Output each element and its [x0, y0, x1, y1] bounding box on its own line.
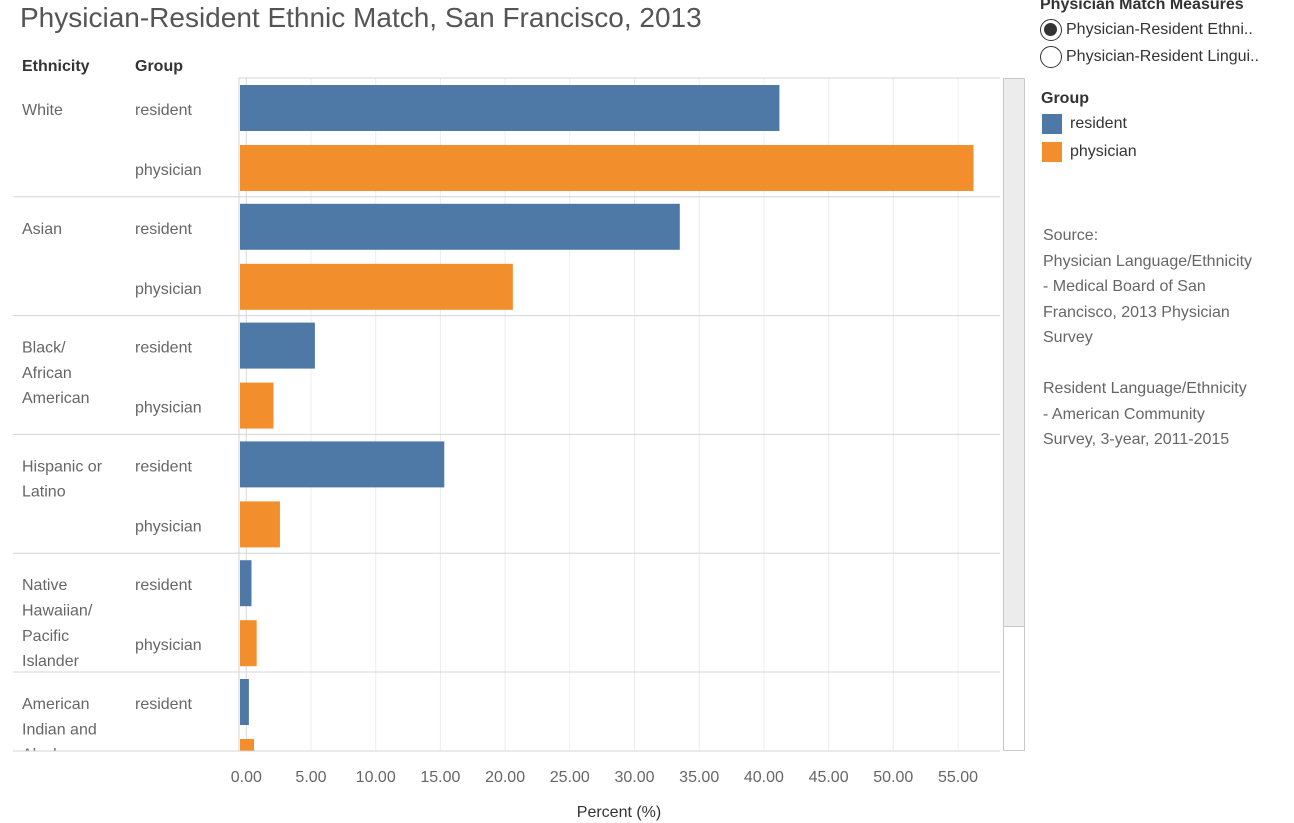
vertical-scrollbar[interactable]: [1003, 78, 1025, 751]
bar-resident: [240, 679, 249, 725]
ethnicity-label: American: [22, 390, 90, 407]
source-line: - Medical Board of San: [1043, 278, 1206, 295]
group-label: resident: [135, 577, 192, 594]
x-tick-label: 40.00: [744, 769, 784, 786]
ethnicity-label: Hawaiian/: [22, 603, 93, 620]
source-line: - American Community: [1043, 405, 1205, 423]
bar-resident: [240, 560, 252, 607]
x-tick-label: 25.00: [550, 769, 590, 786]
x-tick-label: 45.00: [809, 769, 849, 786]
legend-label: resident: [1070, 115, 1127, 132]
group-label: physician: [135, 400, 202, 417]
group-label: resident: [135, 458, 192, 475]
x-tick-label: 50.00: [873, 769, 913, 786]
group-label: resident: [135, 102, 192, 119]
ethnicity-label: Native: [22, 577, 67, 594]
column-header-group: Group: [135, 58, 183, 75]
ethnicity-label: White: [22, 102, 63, 119]
plot-content: White resident physician Asian resident physi…: [13, 85, 1000, 773]
group-label: physician: [135, 756, 202, 773]
ethnicity-label: Black/: [22, 340, 66, 357]
x-tick-label: 5.00: [295, 769, 326, 786]
bar-chart: White resident physician Asian resident physi…: [13, 77, 1000, 821]
radio-option-ethnic[interactable]: Physician-Resident Ethni..: [1040, 18, 1253, 42]
ethnicity-label: Alaskan: [22, 747, 79, 764]
ethnicity-label: Asian: [22, 221, 62, 238]
group-label: physician: [135, 281, 202, 298]
ethnicity-label: Islander: [22, 653, 80, 670]
radio-option-linguistic[interactable]: Physician-Resident Lingui..: [1040, 45, 1259, 69]
radio-checked-icon[interactable]: [1040, 19, 1062, 41]
group-label: physician: [135, 637, 202, 654]
source-line: Source:: [1043, 227, 1099, 244]
group-label: physician: [135, 162, 202, 179]
group-label: resident: [135, 340, 192, 357]
radio-label: Physician-Resident Lingui..: [1066, 48, 1259, 65]
bar-resident: [240, 203, 680, 250]
legend-label: physician: [1070, 143, 1137, 160]
x-tick-label: 30.00: [614, 769, 654, 786]
bar-resident: [240, 441, 445, 488]
x-tick-label: 10.00: [356, 769, 396, 786]
source-note: Source: Physician Language/Ethnicity - M…: [1043, 223, 1288, 453]
bar-resident: [240, 322, 315, 369]
x-tick-label: 20.00: [485, 769, 525, 786]
legend-item-physician[interactable]: physician: [1042, 142, 1137, 162]
source-line: Physician Language/Ethnicity: [1043, 252, 1253, 270]
x-tick-label: 55.00: [938, 769, 978, 786]
ethnicity-label: Indian and: [22, 721, 97, 738]
bar-physician: [240, 263, 513, 310]
x-axis-title: Percent (%): [577, 804, 661, 821]
legend-swatch-physician: [1042, 142, 1062, 162]
legend-title: Group: [1041, 90, 1089, 107]
scrollbar-thumb[interactable]: [1004, 79, 1024, 627]
bar-physician: [240, 620, 257, 667]
group-label: resident: [135, 696, 192, 713]
chart-title: Physician-Resident Ethnic Match, San Fra…: [20, 2, 702, 33]
ethnicity-label: American: [22, 696, 90, 713]
bar-physician: [240, 501, 280, 548]
source-line: Survey: [1043, 329, 1093, 346]
radio-unchecked-icon[interactable]: [1040, 46, 1062, 68]
bar-physician: [240, 739, 255, 751]
bar-physician: [240, 382, 274, 429]
source-line: Resident Language/Ethnicity: [1043, 380, 1247, 397]
ethnicity-label: African: [22, 365, 72, 382]
x-tick-label: 15.00: [420, 769, 460, 786]
ethnicity-label: Latino: [22, 484, 66, 501]
bar-physician: [240, 145, 974, 191]
group-label: resident: [135, 221, 192, 238]
legend-item-resident[interactable]: resident: [1042, 114, 1127, 134]
source-line: Survey, 3-year, 2011-2015: [1043, 431, 1230, 448]
ethnicity-label: Pacific: [22, 628, 69, 645]
parameter-title: Physician Match Measures: [1040, 0, 1244, 13]
x-tick-label: 35.00: [679, 769, 719, 786]
legend-swatch-resident: [1042, 114, 1062, 134]
ethnicity-label: Hispanic or: [22, 458, 103, 475]
group-label: physician: [135, 518, 202, 535]
bar-resident: [240, 85, 780, 131]
radio-label: Physician-Resident Ethni..: [1066, 21, 1253, 38]
source-line: Francisco, 2013 Physician: [1043, 303, 1230, 321]
column-header-ethnicity: Ethnicity: [22, 58, 90, 75]
x-tick-label: 0.00: [231, 769, 262, 786]
